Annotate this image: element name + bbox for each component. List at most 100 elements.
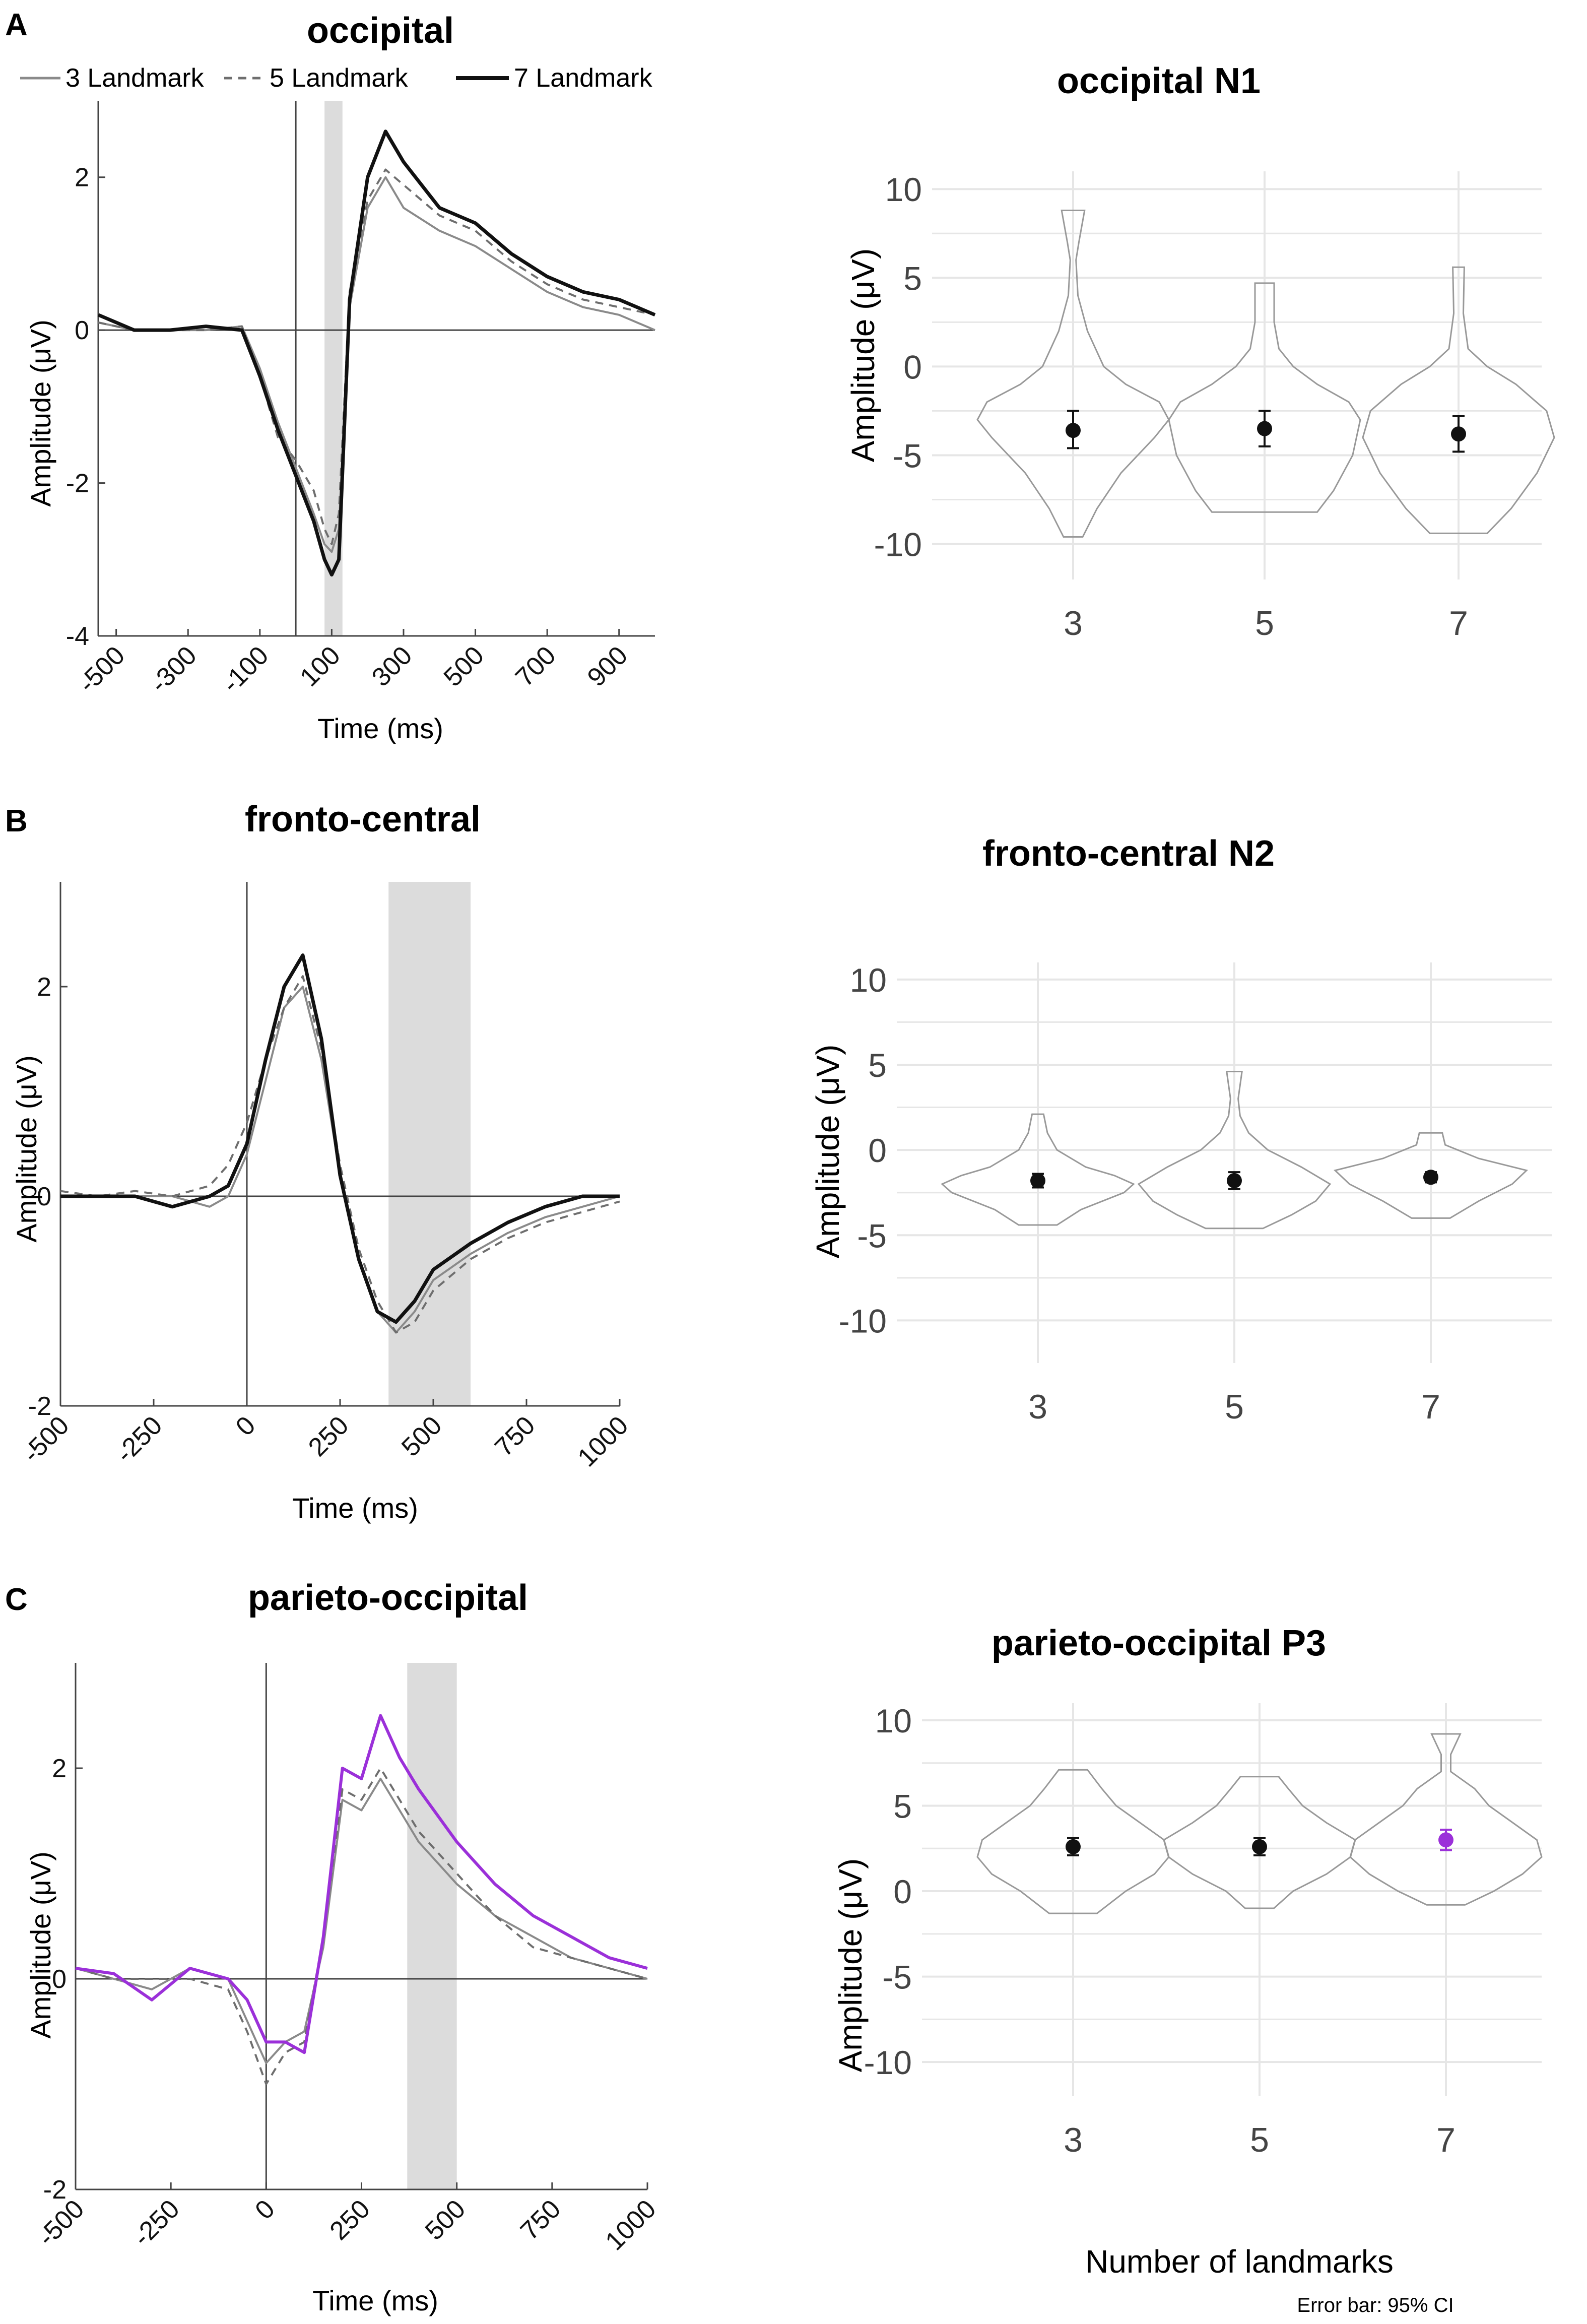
mean-point-5 [1252, 1839, 1267, 1854]
x-tick-label: 300 [366, 640, 418, 692]
series-line-3-landmark [75, 1777, 648, 2064]
x-tick-label: 500 [420, 2194, 471, 2245]
y-axis-label: Amplitude (μV) [832, 1858, 869, 2073]
y-tick-label: 5 [868, 1047, 887, 1084]
y-tick-label: -4 [66, 622, 89, 651]
panel-b-erp-chart: fronto-central -2 0 2 -500 -250 0 250 500 750 100… [11, 799, 634, 1524]
chart-title: fronto-central N2 [982, 833, 1275, 874]
series-line-7-landmark [75, 1714, 648, 2054]
x-tick-label: 500 [438, 640, 490, 692]
y-axis-label: Amplitude (μV) [25, 1851, 56, 2039]
x-tick-label: 250 [303, 1410, 354, 1462]
panel-a-erp-chart: occipital -4-202-500 -300 -100 100 300 500 700… [25, 11, 656, 744]
x-tick-label: -100 [217, 640, 275, 698]
legend-label-7: 7 Landmark [514, 63, 653, 93]
y-tick-label: -5 [857, 1217, 887, 1254]
x-tick-label: 500 [396, 1410, 447, 1462]
y-tick-label: 10 [850, 961, 887, 999]
x-axis-label: Time (ms) [317, 713, 443, 744]
legend-label-3: 3 Landmark [65, 63, 205, 93]
panel-c-violin-chart: parieto-occipital P3 10 5 0 -5 -10 3 5 7 Amplit… [832, 1623, 1543, 2280]
x-tick-label: 5 [1250, 2121, 1269, 2159]
y-tick-label: 2 [37, 973, 51, 1002]
y-tick-label: -2 [43, 2175, 67, 2205]
x-tick-label: -300 [145, 640, 203, 698]
violin-5 [1168, 282, 1361, 513]
panel-label-c: C [5, 1582, 28, 1617]
series-line-5-landmark [98, 168, 655, 545]
y-tick-label: 2 [75, 163, 89, 192]
series-line-3-landmark [98, 176, 655, 553]
panel-label-b: B [5, 804, 28, 838]
analysis-window-shade [407, 1663, 457, 2189]
x-tick-label: -250 [127, 2194, 185, 2252]
legend-label-5: 5 Landmark [270, 63, 409, 93]
y-tick-label: -10 [839, 1302, 887, 1339]
x-tick-label: 7 [1449, 604, 1468, 642]
panel-label-a: A [5, 8, 28, 42]
chart-title: fronto-central [245, 799, 481, 840]
x-axis-label: Time (ms) [312, 2285, 438, 2316]
mean-point-7 [1451, 426, 1466, 442]
plot-area: 10 5 0 -5 -10 3 5 7 [839, 961, 1552, 1426]
y-tick-label: 0 [75, 316, 89, 345]
y-tick-label: -5 [892, 437, 922, 474]
plot-area: -2 0 2 -500 -250 0 250 500 750 1000 [32, 1663, 662, 2256]
y-tick-label: -2 [28, 1392, 51, 1421]
x-tick-label: 5 [1225, 1388, 1244, 1426]
x-tick-label: 0 [230, 1410, 261, 1441]
x-axis-label: Time (ms) [292, 1492, 418, 1524]
y-tick-label: 0 [37, 1182, 51, 1211]
y-tick-label: 5 [893, 1787, 912, 1825]
mean-point-3 [1066, 423, 1081, 438]
y-axis-label: Amplitude (μV) [845, 248, 881, 463]
chart-title: occipital N1 [1057, 61, 1261, 101]
y-tick-label: -10 [864, 2044, 912, 2081]
x-tick-label: 700 [510, 640, 561, 692]
x-tick-label: 0 [249, 2194, 280, 2225]
y-tick-label: 5 [903, 260, 922, 297]
x-tick-label: 250 [324, 2194, 376, 2245]
plot-area: -4-202-500 -300 -100 100 300 500 700 900 [66, 101, 656, 698]
x-tick-label: 1000 [572, 1410, 634, 1472]
violin-7 [1349, 1733, 1543, 1906]
x-tick-label: 750 [515, 2194, 566, 2245]
panel-b-violin-chart: fronto-central N2 10 5 0 -5 -10 3 5 7 Amplitude… [810, 833, 1552, 1426]
analysis-window-shade [388, 882, 471, 1406]
x-axis-label: Number of landmarks [1085, 2243, 1394, 2280]
y-tick-label: 0 [893, 1873, 912, 1910]
y-tick-label: 10 [875, 1702, 912, 1739]
y-tick-label: -5 [882, 1959, 912, 1996]
plot-area: 10 5 0 -5 -10 3 5 7 [874, 171, 1555, 642]
x-tick-label: 7 [1436, 2121, 1456, 2159]
x-tick-label: 3 [1064, 2121, 1083, 2159]
y-tick-label: -2 [66, 469, 89, 498]
y-tick-label: 2 [52, 1754, 67, 1783]
x-tick-label: 3 [1028, 1388, 1047, 1426]
y-axis-label: Amplitude (μV) [11, 1055, 42, 1243]
x-tick-label: 3 [1064, 604, 1083, 642]
violin-3 [941, 1113, 1135, 1226]
y-tick-label: 0 [52, 1965, 67, 1994]
x-tick-label: 7 [1421, 1388, 1440, 1426]
mean-point-5 [1227, 1173, 1242, 1189]
x-tick-label: -500 [32, 2194, 90, 2252]
mean-point-3 [1066, 1839, 1081, 1854]
chart-title: parieto-occipital P3 [991, 1623, 1326, 1663]
x-tick-label: 900 [582, 640, 633, 692]
mean-point-3 [1030, 1173, 1045, 1189]
violin-5 [1137, 1071, 1332, 1230]
violin-3 [976, 210, 1170, 538]
legend: 3 Landmark 5 Landmark 7 Landmark [20, 63, 653, 93]
y-axis-label: Amplitude (μV) [810, 1045, 846, 1259]
error-bar-note: Error bar: 95% CI [1297, 2294, 1453, 2316]
mean-point-5 [1257, 421, 1272, 436]
x-tick-label: 750 [489, 1410, 541, 1462]
y-tick-label: 0 [903, 348, 922, 385]
series-line-7-landmark [97, 130, 656, 577]
x-tick-label: -250 [110, 1410, 168, 1468]
x-tick-label: -500 [17, 1410, 75, 1468]
y-tick-label: -10 [874, 526, 922, 563]
x-tick-label: 1000 [600, 2194, 662, 2256]
